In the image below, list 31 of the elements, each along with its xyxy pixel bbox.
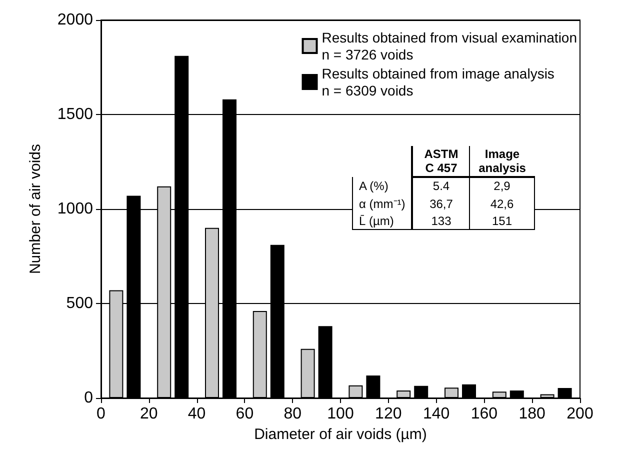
annotation: 151 [470, 213, 534, 230]
annotation: 42,6 [470, 194, 534, 213]
annotation: A (%) [352, 177, 412, 194]
x-tick-label: 80 [284, 406, 302, 422]
x-tick-label: 100 [327, 406, 354, 422]
y-tick-label: 1000 [57, 200, 94, 218]
x-tick-label: 0 [96, 406, 106, 422]
x-tick-label: 160 [470, 406, 498, 422]
x-axis-title: Diameter of air voids (µm) [254, 426, 427, 443]
y-tick-label: 0 [84, 390, 94, 406]
x-tick-label: 200 [566, 406, 594, 422]
y-tick-label: 500 [66, 295, 94, 312]
annotation: L̄ (µm) [352, 213, 412, 230]
annotation: ASTM C 457 [412, 146, 470, 177]
x-tick-label: 180 [518, 406, 546, 422]
x-tick-label: 140 [422, 406, 450, 422]
legend-label: Results obtained from visual examination n = 3726 voids [322, 30, 578, 62]
legend-label: Results obtained from image analysis n = 6309 voids [322, 66, 554, 98]
annotation: 133 [412, 213, 470, 230]
x-tick-label: 20 [140, 406, 158, 422]
y-tick-label: 2000 [57, 12, 94, 28]
annotation: Image analysis [470, 146, 534, 177]
x-tick-label: 120 [375, 406, 402, 422]
annotation: α (mm⁻¹) [352, 194, 412, 213]
annotation: 2,9 [470, 177, 534, 194]
x-tick-label: 40 [188, 406, 206, 422]
y-axis-title: Number of air voids [27, 144, 44, 274]
y-tick-label: 1500 [57, 106, 94, 123]
annotation: 5.4 [412, 177, 470, 194]
annotation: 36,7 [412, 194, 470, 213]
x-tick-label: 60 [236, 406, 254, 422]
